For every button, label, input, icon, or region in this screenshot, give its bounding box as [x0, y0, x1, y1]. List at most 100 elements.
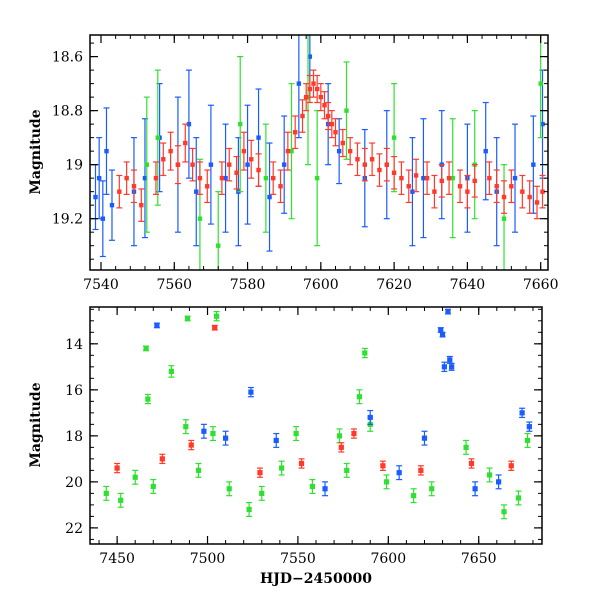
data-point — [184, 315, 191, 322]
data-point — [278, 460, 285, 476]
data-point — [298, 458, 305, 469]
data-point — [383, 474, 390, 490]
data-point — [258, 485, 265, 501]
x-tick-label: 7560 — [156, 277, 192, 293]
series-2 — [116, 69, 546, 222]
data-point — [383, 147, 390, 182]
data-point — [182, 123, 189, 163]
data-point — [284, 131, 291, 171]
data-point — [457, 169, 464, 204]
data-point — [336, 118, 343, 185]
data-point — [103, 107, 110, 195]
series-2 — [114, 324, 515, 478]
y-tick-label: 18.6 — [52, 50, 83, 66]
bottom-panel: 7450 7500 7550 7600 7650 14 16 18 20 22 Magnitude… — [28, 306, 543, 587]
data-point — [526, 180, 533, 214]
bottom-x-axis-label: HJD−2450000 — [260, 571, 372, 587]
bottom-plot-frame — [89, 306, 543, 545]
data-point — [501, 504, 508, 520]
data-point — [310, 69, 317, 98]
data-point — [486, 467, 493, 483]
data-point — [270, 161, 277, 195]
data-point — [246, 501, 253, 517]
data-point — [421, 430, 428, 446]
y-tick-label: 14 — [65, 337, 83, 353]
data-point — [255, 153, 262, 187]
data-point — [159, 453, 166, 465]
data-point — [343, 61, 350, 160]
data-point — [317, 83, 324, 112]
data-point — [233, 155, 240, 190]
data-point — [314, 74, 321, 104]
data-point — [391, 155, 398, 190]
data-point — [446, 355, 453, 364]
data-point — [123, 161, 130, 195]
data-point — [188, 439, 195, 451]
data-point — [273, 432, 280, 448]
data-point — [116, 174, 123, 209]
data-point — [343, 462, 350, 478]
data-point — [444, 308, 451, 315]
data-point — [150, 478, 157, 494]
data-point — [92, 164, 99, 231]
data-point — [306, 74, 313, 104]
data-point — [350, 428, 357, 439]
data-point — [292, 115, 299, 150]
data-point — [160, 142, 167, 177]
data-point — [281, 115, 288, 214]
data-point — [328, 110, 335, 139]
y-tick-label: 20 — [65, 475, 83, 491]
x-tick-label: 7600 — [303, 277, 339, 293]
x-tick-label: 7640 — [450, 277, 486, 293]
data-point — [303, 83, 310, 112]
data-point — [237, 56, 244, 193]
data-point — [405, 169, 412, 204]
data-point — [222, 430, 229, 446]
data-point — [144, 393, 151, 405]
data-point — [539, 174, 546, 209]
data-point — [196, 161, 203, 195]
data-point — [379, 460, 386, 471]
data-point — [526, 421, 533, 432]
data-point — [222, 123, 229, 233]
data-point — [361, 347, 368, 359]
data-point — [325, 101, 332, 131]
data-point — [256, 467, 263, 478]
data-point — [428, 481, 435, 497]
data-point — [215, 191, 222, 270]
data-point — [446, 161, 453, 195]
y-tick-label: 18 — [65, 429, 83, 445]
x-tick-label: 7650 — [461, 551, 497, 567]
data-point — [262, 123, 269, 233]
data-point — [354, 142, 361, 177]
data-point — [420, 118, 427, 239]
data-point — [174, 145, 181, 185]
data-point — [143, 96, 150, 233]
data-point — [132, 469, 139, 485]
top-plot-frame — [89, 34, 549, 271]
data-point — [524, 432, 531, 448]
data-point — [369, 142, 376, 177]
x-tick-label: 7500 — [190, 551, 226, 567]
data-point — [138, 188, 145, 222]
y-tick-label: 22 — [65, 521, 83, 537]
data-point — [99, 180, 106, 258]
data-point — [376, 153, 383, 187]
data-point — [472, 481, 479, 497]
data-point — [515, 490, 522, 506]
data-point — [193, 137, 200, 247]
data-point — [338, 442, 345, 453]
x-tick-label: 7540 — [83, 277, 119, 293]
data-point — [409, 137, 416, 247]
data-point — [152, 161, 159, 195]
data-point — [309, 478, 316, 494]
data-point — [534, 185, 541, 220]
data-point — [501, 180, 508, 214]
data-point — [398, 161, 405, 195]
data-point — [213, 311, 220, 322]
data-point — [431, 174, 438, 209]
data-point — [247, 386, 254, 398]
data-point — [189, 147, 196, 182]
data-point — [463, 439, 470, 455]
